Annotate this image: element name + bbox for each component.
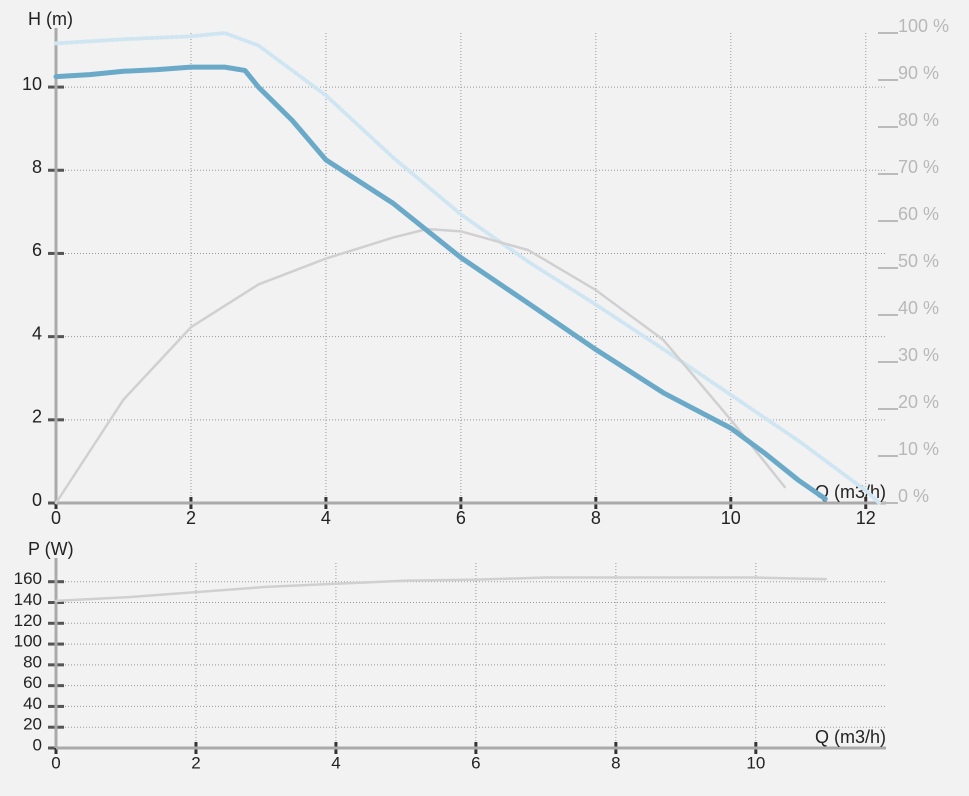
x-tick-label: 2 (186, 508, 196, 528)
y2-tick-label: 10 % (898, 439, 939, 459)
x-tick-label: 6 (471, 753, 480, 772)
y2-tick-label: 20 % (898, 392, 939, 412)
y-tick-label: 10 (22, 74, 42, 94)
series-line (54, 227, 787, 505)
series-line (54, 31, 882, 505)
y2-tick-label: 0 % (898, 486, 929, 506)
series-line (53, 64, 828, 502)
y-tick-label: 4 (32, 323, 42, 343)
y-tick-label: 40 (23, 694, 42, 713)
y2-tick-label: 90 % (898, 63, 939, 83)
y2-tick-label: 70 % (898, 157, 939, 177)
x-tick-label: 4 (321, 508, 331, 528)
series-line (54, 576, 828, 603)
y2-tick-label: 100 % (898, 16, 949, 36)
y-tick-label: 160 (14, 569, 42, 588)
y-tick-label: 140 (14, 590, 42, 609)
x-tick-label: 0 (51, 508, 61, 528)
x-tick-label: 4 (331, 753, 340, 772)
y2-tick-label: 60 % (898, 204, 939, 224)
y-axis-label: P (W) (28, 539, 74, 559)
x-tick-label: 12 (856, 508, 876, 528)
x-tick-label: 8 (591, 508, 601, 528)
x-axis-label: Q (m3/h) (815, 727, 886, 747)
y2-tick-label: 40 % (898, 298, 939, 318)
y-tick-label: 8 (32, 157, 42, 177)
x-tick-label: 10 (746, 753, 765, 772)
y2-tick-label: 80 % (898, 110, 939, 130)
y-tick-label: 2 (32, 407, 42, 427)
y-tick-label: 0 (32, 490, 42, 510)
y2-tick-label: 30 % (898, 345, 939, 365)
y2-tick-label: 50 % (898, 251, 939, 271)
y-tick-label: 100 (14, 632, 42, 651)
y-tick-label: 60 (23, 673, 42, 692)
x-tick-label: 10 (721, 508, 741, 528)
y-tick-label: 0 (33, 735, 42, 754)
y-tick-label: 20 (23, 715, 42, 734)
y-axis-label: H (m) (28, 9, 73, 29)
x-axis-label: Q (m3/h) (815, 482, 886, 502)
x-tick-label: 2 (191, 753, 200, 772)
y-tick-label: 120 (14, 611, 42, 630)
y-tick-label: 6 (32, 240, 42, 260)
x-tick-label: 8 (611, 753, 620, 772)
y-tick-label: 80 (23, 652, 42, 671)
x-tick-label: 6 (456, 508, 466, 528)
x-tick-label: 0 (51, 753, 60, 772)
